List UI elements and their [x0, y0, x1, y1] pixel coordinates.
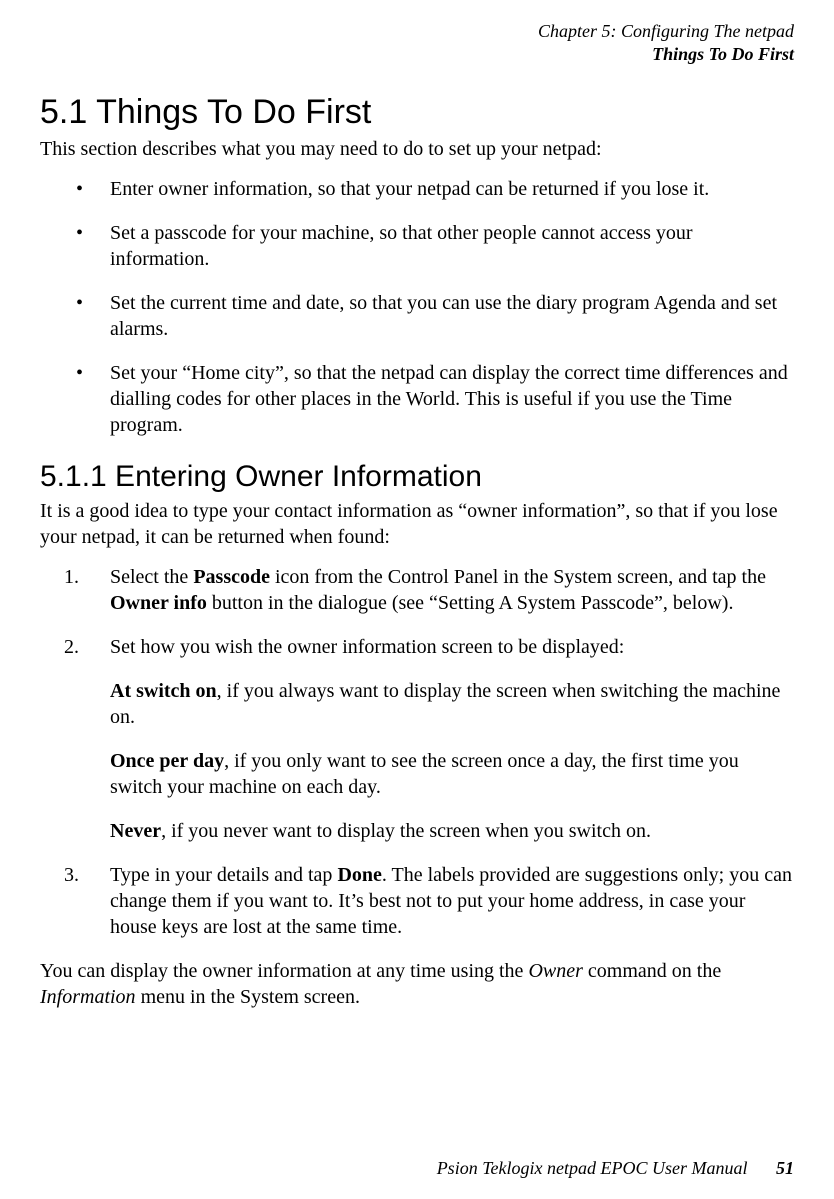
intro-5-1: This section describes what you may need… — [40, 136, 794, 162]
footer-page-number: 51 — [776, 1158, 794, 1178]
footer-manual-title: Psion Teklogix netpad EPOC User Manual — [437, 1158, 748, 1178]
step-2: Set how you wish the owner information s… — [64, 634, 794, 844]
heading-5-1-1: 5.1.1 Entering Owner Information — [40, 460, 794, 494]
closing-5-1-1: You can display the owner information at… — [40, 958, 794, 1010]
running-header: Chapter 5: Configuring The netpad Things… — [40, 20, 794, 65]
bullet-item: Set the current time and date, so that y… — [76, 290, 794, 342]
bullet-item: Set a passcode for your machine, so that… — [76, 220, 794, 272]
step1-text: Select the Passcode icon from the Contro… — [110, 566, 766, 614]
bullet-item: Set your “Home city”, so that the netpad… — [76, 360, 794, 438]
bullet-list-5-1: Enter owner information, so that your ne… — [76, 176, 794, 438]
step2-opt2: Once per day, if you only want to see th… — [110, 748, 794, 800]
header-section: Things To Do First — [40, 43, 794, 66]
step3-text: Type in your details and tap Done. The l… — [110, 864, 792, 938]
intro-5-1-1: It is a good idea to type your contact i… — [40, 498, 794, 550]
step2-opt1: At switch on, if you always want to disp… — [110, 678, 794, 730]
bullet-item: Enter owner information, so that your ne… — [76, 176, 794, 202]
page-container: Chapter 5: Configuring The netpad Things… — [0, 0, 834, 1010]
heading-5-1: 5.1 Things To Do First — [40, 93, 794, 132]
page-footer: Psion Teklogix netpad EPOC User Manual 5… — [437, 1158, 794, 1179]
step-3: Type in your details and tap Done. The l… — [64, 862, 794, 940]
step2-opt3: Never, if you never want to display the … — [110, 818, 794, 844]
step-1: Select the Passcode icon from the Contro… — [64, 564, 794, 616]
step2-lead: Set how you wish the owner information s… — [110, 636, 624, 658]
step-list-5-1-1: Select the Passcode icon from the Contro… — [64, 564, 794, 940]
header-chapter: Chapter 5: Configuring The netpad — [40, 20, 794, 43]
